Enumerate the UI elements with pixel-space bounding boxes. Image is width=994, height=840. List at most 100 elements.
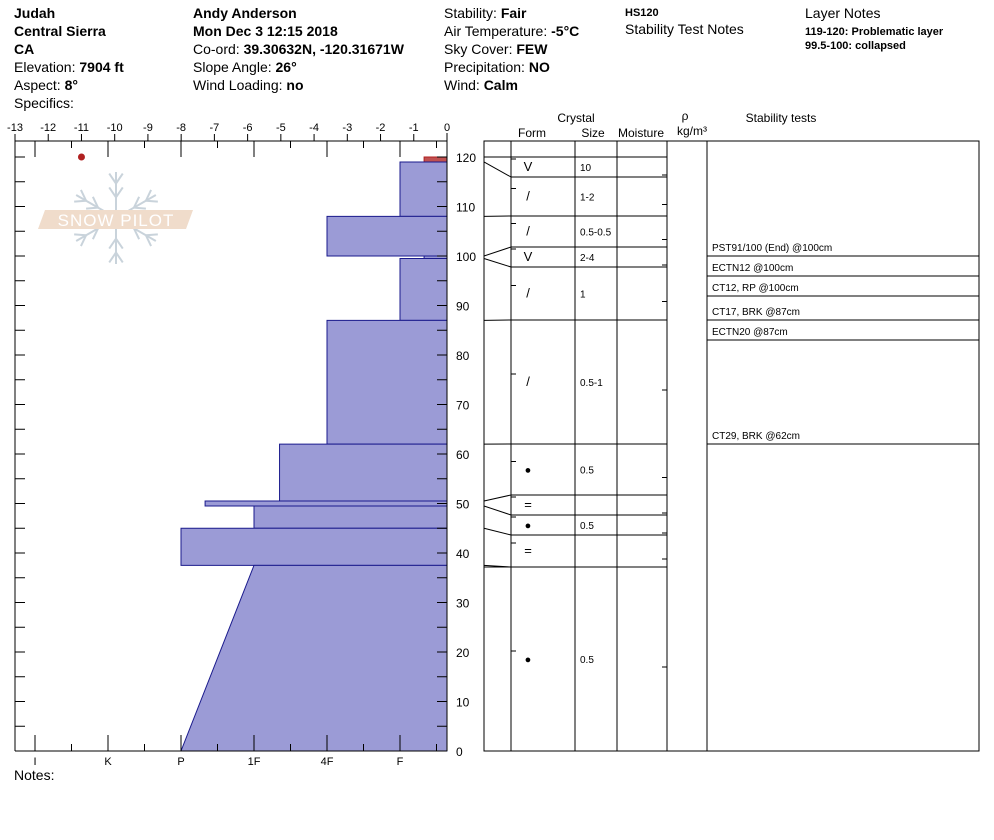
stability-test: PST91/100 (End) @100cm [712, 243, 832, 254]
wind: Wind: Calm [444, 77, 518, 93]
hardness-layer-6 [326, 319, 448, 445]
depth-tick-label: 110 [456, 201, 475, 215]
layer-note: 99.5-100: collapsed [805, 40, 906, 52]
grain-size: 0.5 [580, 466, 594, 477]
layer-notes: Layer Notes 119-120: Problematic layer 9… [805, 4, 943, 53]
depth-tick-label: 70 [456, 399, 470, 413]
layer-connector [483, 494, 512, 502]
hardness-tick-label: F [397, 756, 404, 768]
layer-connector [483, 257, 512, 268]
hardness-tick-label: 4F [321, 756, 334, 768]
grain-size: 10 [580, 163, 592, 174]
hardness-layer-11 [180, 564, 448, 752]
location-info: Judah Central Sierra CA Elevation: 7904 … [14, 4, 124, 112]
stability: Stability: Fair [444, 5, 527, 21]
svg-text:SNOW PILOT: SNOW PILOT [58, 211, 175, 230]
header-form: Form [518, 126, 546, 140]
depth-tick-label: 90 [456, 300, 470, 314]
header-size: Size [581, 126, 605, 140]
coordinates: Co-ord: 39.30632N, -120.31671W [193, 41, 404, 57]
grain-size: 0.5 [580, 655, 594, 666]
wind-loading: Wind Loading: no [193, 77, 304, 93]
header-crystal: Crystal [557, 111, 594, 125]
grain-form-symbol: ● [525, 465, 532, 477]
depth-tick-label: 60 [456, 448, 470, 462]
stability-test-notes-label: Stability Test Notes [625, 21, 744, 37]
grain-size: 0.5 [580, 521, 594, 532]
precipitation: Precipitation: NO [444, 59, 550, 75]
temp-tick-label: -1 [409, 122, 419, 134]
hardness-layer-2 [399, 161, 448, 217]
temp-tick-label: -13 [7, 122, 23, 134]
hardness-layer-7 [279, 443, 448, 502]
hardness-tick-label: I [33, 756, 36, 768]
grain-form-symbol: V [524, 159, 533, 174]
depth-tick-label: 10 [456, 696, 470, 710]
state: CA [14, 41, 35, 57]
grain-form-symbol: ● [525, 520, 532, 532]
hardness-layer-5 [399, 257, 448, 321]
temp-tick-label: -7 [209, 122, 219, 134]
layer-connector [483, 527, 512, 536]
sky-cover: Sky Cover: FEW [444, 41, 548, 57]
layer-note: 119-120: Problematic layer [805, 26, 944, 38]
stability-test: ECTN20 @87cm [712, 327, 788, 338]
temp-tick-label: -6 [243, 122, 253, 134]
temp-tick-label: -8 [176, 122, 186, 134]
hardness-layer-9 [253, 505, 448, 529]
depth-tick-label: 30 [456, 597, 470, 611]
notes-label: Notes: [14, 767, 55, 783]
stability-test: CT12, RP @100cm [712, 283, 799, 294]
grain-form-symbol: / [526, 224, 530, 239]
layer-notes-label: Layer Notes [805, 5, 881, 21]
hardness-tick-label: K [104, 756, 112, 768]
grain-form-symbol: / [526, 374, 530, 389]
hardness-layer-10 [180, 527, 448, 566]
hs: HS120 [625, 7, 659, 19]
hardness-layer-8 [204, 500, 448, 507]
grain-size: 0.5-0.5 [580, 228, 612, 239]
temp-tick-label: -11 [74, 122, 89, 134]
region: Central Sierra [14, 23, 106, 39]
hardness-layer-3 [326, 215, 448, 257]
temp-tick-label: 0 [444, 122, 450, 134]
datetime: Mon Dec 3 12:15 2018 [193, 23, 338, 39]
conditions-info: Stability: Fair Air Temperature: -5°C Sk… [444, 4, 579, 94]
depth-tick-label: 50 [456, 498, 470, 512]
hardness-tick-label: 1F [248, 756, 261, 768]
stability-test: ECTN12 @100cm [712, 263, 793, 274]
grain-form-symbol: / [526, 286, 530, 301]
temp-tick-label: -4 [309, 122, 319, 134]
specifics: Specifics: [14, 95, 74, 111]
test-notes: HS120 Stability Test Notes [625, 4, 744, 38]
header-stability-tests: Stability tests [746, 111, 817, 125]
header-density: kg/m³ [677, 124, 707, 138]
temp-tick-label: -12 [40, 122, 56, 134]
location-name: Judah [14, 5, 56, 21]
slope-angle: Slope Angle: 26° [193, 59, 297, 75]
depth-tick-label: 100 [456, 250, 476, 264]
elevation: Elevation: 7904 ft [14, 59, 124, 75]
aspect: Aspect: 8° [14, 77, 78, 93]
grain-form-symbol: V [524, 249, 533, 264]
temperature-point [77, 153, 85, 161]
depth-tick-label: 0 [456, 745, 463, 759]
observer: Andy Anderson [193, 5, 297, 21]
header-rho: ρ [682, 109, 689, 123]
temp-tick-label: -5 [276, 122, 286, 134]
grain-size: 2-4 [580, 253, 595, 264]
grain-form-symbol: / [526, 189, 530, 204]
layer-connector [483, 246, 512, 257]
air-temperature: Air Temperature: -5°C [444, 23, 580, 39]
grain-size: 0.5-1 [580, 378, 603, 389]
temp-tick-label: -9 [143, 122, 153, 134]
stability-test: CT29, BRK @62cm [712, 431, 800, 442]
layer-connector [483, 161, 512, 178]
temp-tick-label: -10 [107, 122, 123, 134]
grain-form-symbol: = [524, 543, 532, 558]
layer-connector [483, 505, 512, 516]
depth-tick-label: 40 [456, 547, 470, 561]
depth-tick-label: 120 [456, 151, 476, 165]
layer-table [483, 140, 980, 752]
